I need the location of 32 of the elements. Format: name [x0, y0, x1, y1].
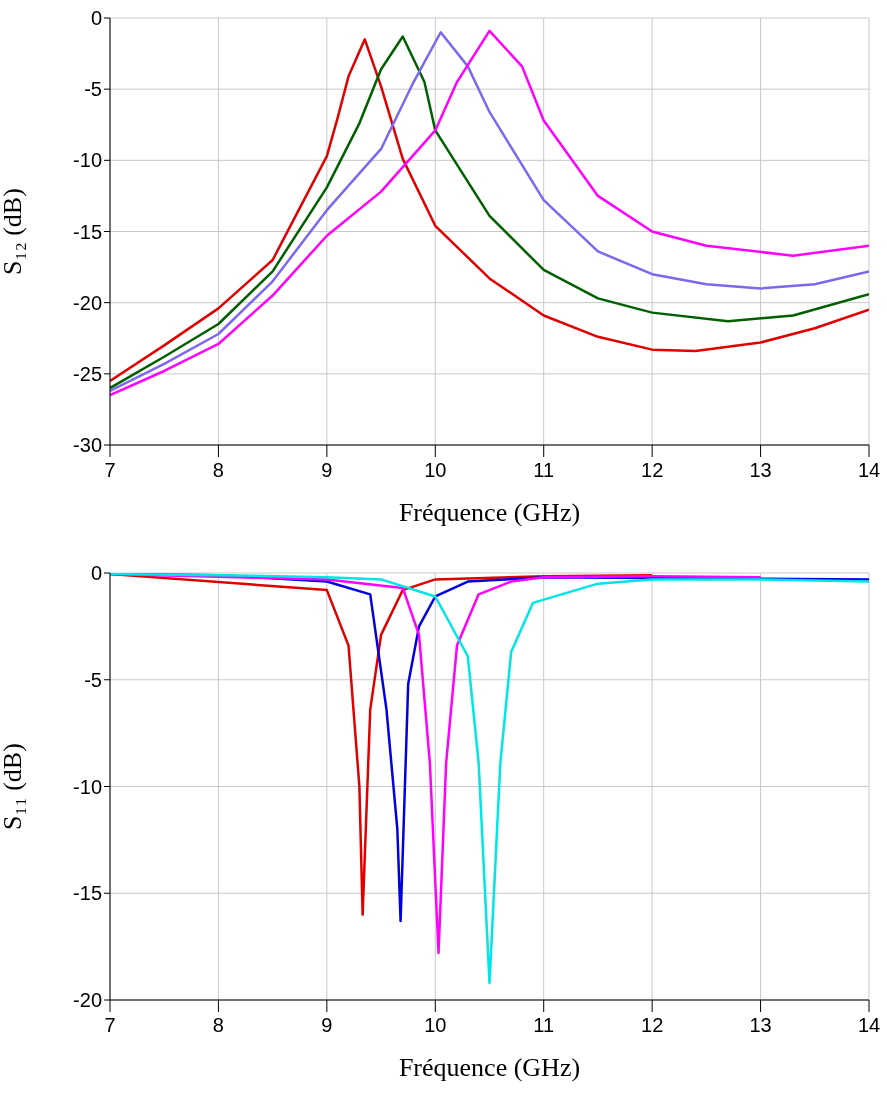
- y-tick-label: 0: [90, 7, 102, 30]
- y-tick-label: -20: [73, 291, 102, 314]
- y-tick-label: -10: [73, 149, 102, 172]
- x-tick-label: 10: [424, 459, 447, 482]
- x-tick-label: 14: [857, 1014, 881, 1037]
- y-tick-label: -5: [84, 668, 102, 691]
- y-tick-label: -30: [73, 434, 102, 457]
- x-tick-label: 10: [424, 1014, 447, 1037]
- x-tick-label: 14: [857, 459, 881, 482]
- y-tick-label: -15: [73, 882, 102, 905]
- y-tick-label: 0: [90, 562, 102, 585]
- y-axis-title: S₁₁ (dB): [0, 743, 28, 830]
- x-tick-label: 9: [321, 1014, 333, 1037]
- x-tick-label: 11: [533, 1014, 555, 1037]
- x-tick-label: 13: [749, 459, 772, 482]
- y-axis-title: S₁₂ (dB): [0, 188, 28, 275]
- y-tick-label: -25: [73, 362, 102, 385]
- x-tick-label: 13: [749, 1014, 772, 1037]
- y-tick-label: -20: [73, 989, 102, 1012]
- x-tick-label: 7: [104, 459, 116, 482]
- x-axis-title: Fréquence (GHz): [398, 1053, 581, 1082]
- x-tick-label: 9: [321, 459, 333, 482]
- y-tick-label: -10: [73, 775, 102, 798]
- x-tick-label: 11: [533, 459, 555, 482]
- x-tick-label: 8: [212, 1014, 224, 1037]
- x-axis-title: Fréquence (GHz): [398, 498, 581, 527]
- x-tick-label: 12: [641, 459, 664, 482]
- y-tick-label: -15: [73, 220, 102, 243]
- x-tick-label: 12: [641, 1014, 664, 1037]
- x-tick-label: 8: [212, 459, 224, 482]
- y-tick-label: -5: [84, 78, 102, 101]
- x-tick-label: 7: [104, 1014, 116, 1037]
